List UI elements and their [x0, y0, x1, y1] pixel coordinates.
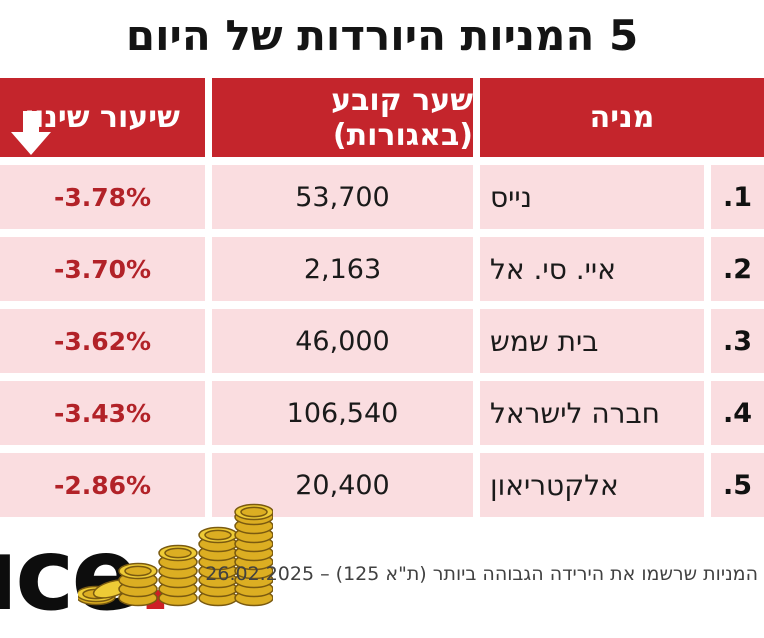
stock-name-cell: בית שמש — [480, 309, 704, 373]
price-cell: 53,700 — [212, 165, 473, 229]
down-arrow-icon — [11, 111, 51, 155]
stocks-table: שיעור שינוי שער קובע (באגורות) מניה -3.7… — [0, 78, 764, 517]
header-change-rate: שיעור שינוי — [0, 78, 205, 157]
change-cell: -3.43% — [0, 381, 205, 445]
header-change-label: שיעור שינוי — [25, 100, 180, 135]
stock-name-cell: איי. סי. אל — [480, 237, 704, 301]
coin-stacks-icon — [78, 503, 273, 607]
rank-cell: 1. — [711, 165, 764, 229]
rank-cell: 3. — [711, 309, 764, 373]
stock-name-cell: אלקטריאון — [480, 453, 704, 517]
footer: ıce. — [0, 503, 764, 638]
header-stock-label: מניה — [589, 100, 655, 135]
price-cell: 46,000 — [212, 309, 473, 373]
header-closing-price: שער קובע (באגורות) — [212, 78, 473, 157]
source-note: המניות שרשמו את הירידה הגבוהה ביותר (ת"א… — [205, 563, 758, 585]
change-cell: -3.78% — [0, 165, 205, 229]
rank-cell: 5. — [711, 453, 764, 517]
header-price-label: שער קובע (באגורות) — [331, 82, 473, 153]
rank-cell: 2. — [711, 237, 764, 301]
price-cell: 106,540 — [212, 381, 473, 445]
ice-logo: ıce. — [0, 525, 174, 625]
change-cell: -3.70% — [0, 237, 205, 301]
change-cell: -2.86% — [0, 453, 205, 517]
logo-text: ıce — [0, 516, 139, 633]
stock-name-cell: חברה לישראל — [480, 381, 704, 445]
change-cell: -3.62% — [0, 309, 205, 373]
page-title: 5 המניות היורדות של היום — [125, 11, 639, 60]
rank-cell: 4. — [711, 381, 764, 445]
price-cell: 2,163 — [212, 237, 473, 301]
header-stock: מניה — [480, 78, 764, 157]
stock-name-cell: נייס — [480, 165, 704, 229]
